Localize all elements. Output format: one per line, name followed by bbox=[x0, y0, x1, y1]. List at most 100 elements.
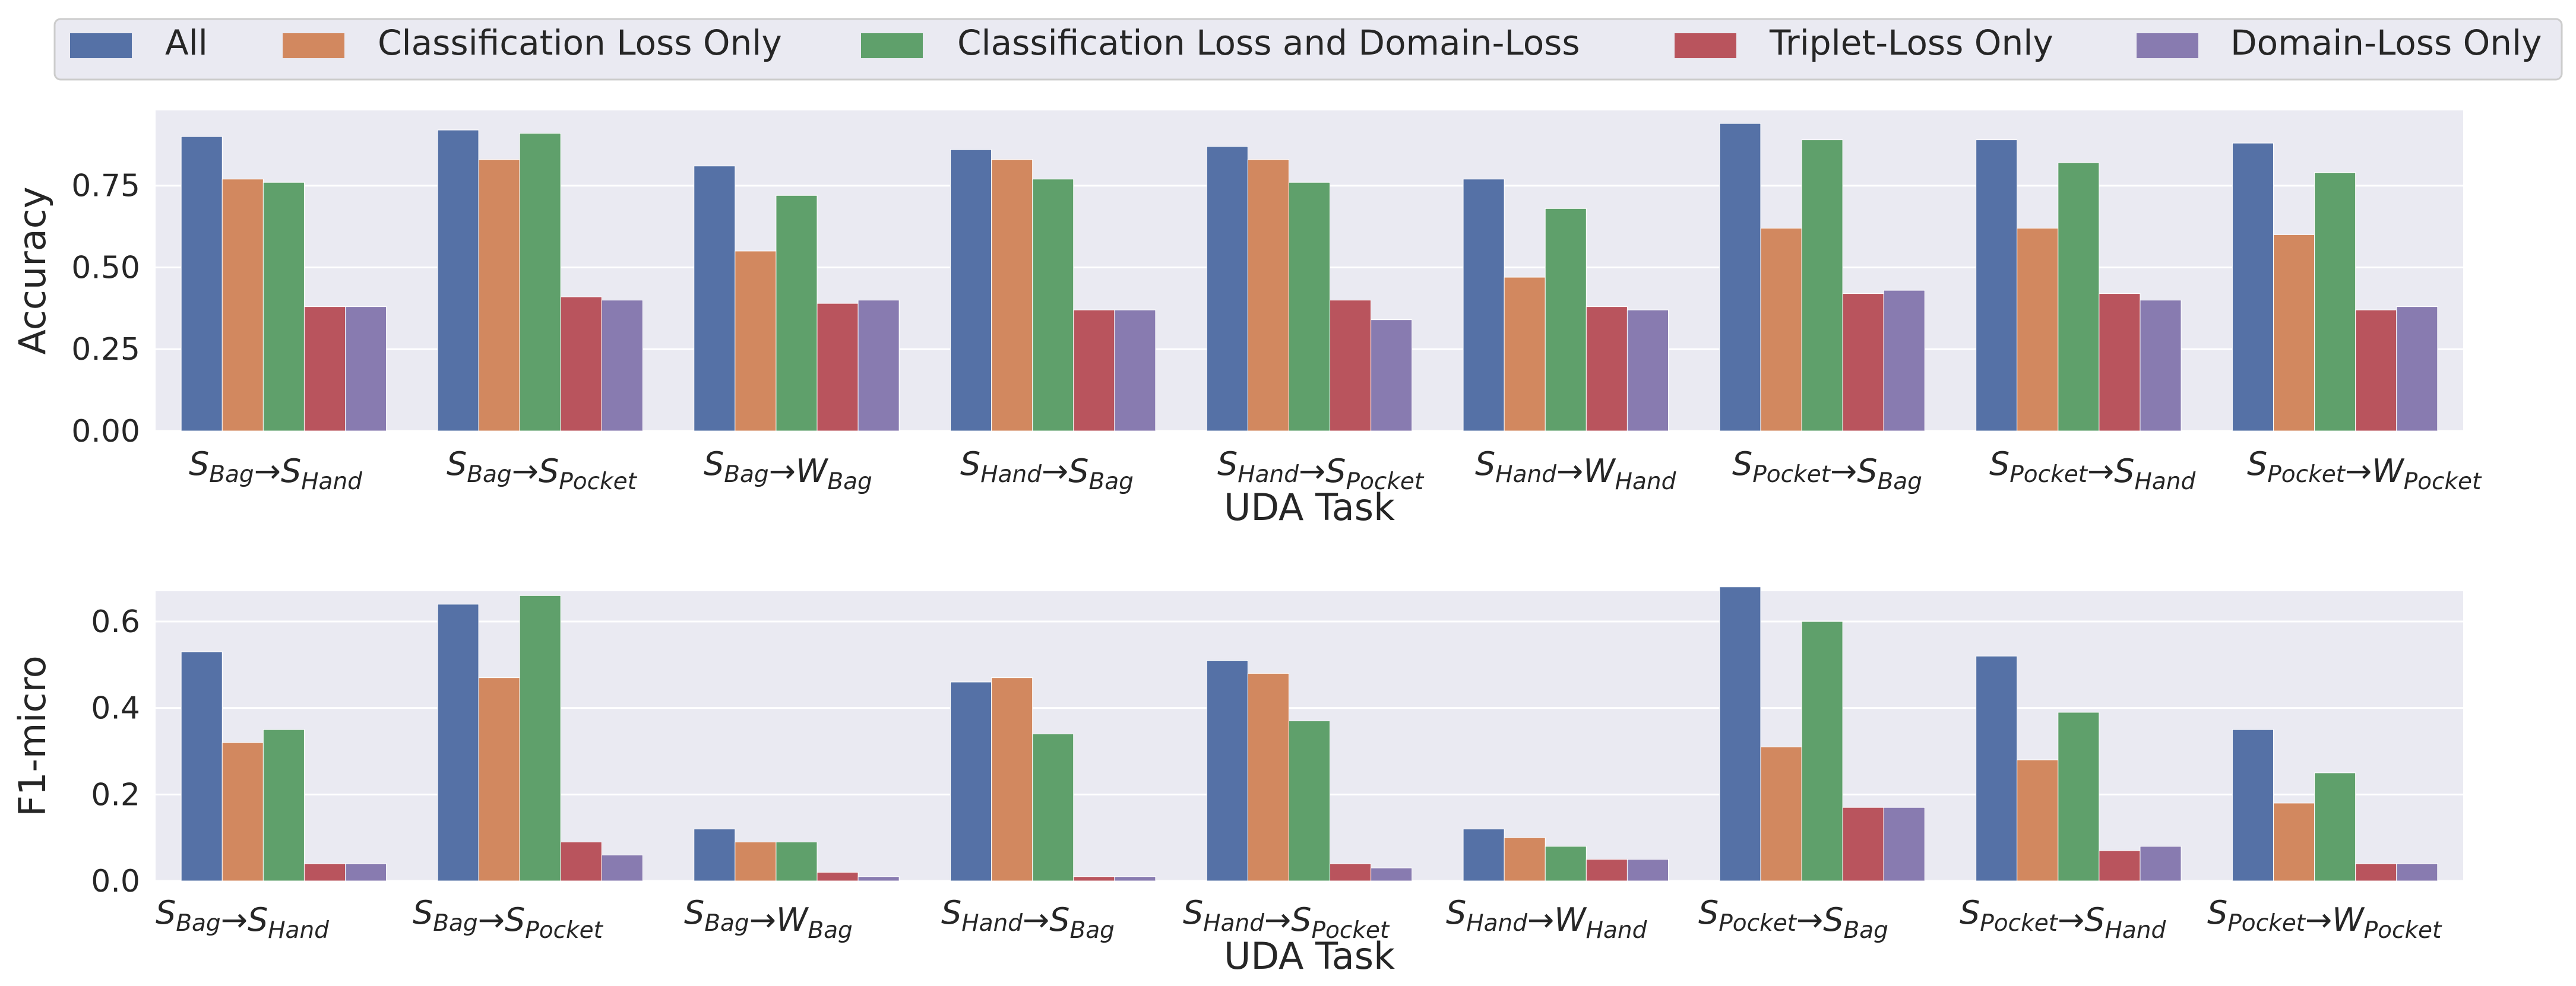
bar-domain-loss-only-2 bbox=[601, 300, 643, 432]
y-tick-label: 0.75 bbox=[71, 169, 140, 204]
legend-frame bbox=[53, 18, 2563, 81]
bar-triplet-loss-only-6 bbox=[1586, 859, 1628, 882]
bar-triplet-loss-only-6 bbox=[1586, 306, 1628, 432]
bar-classification-loss-only-6 bbox=[1504, 277, 1546, 432]
bar-triplet-loss-only-3 bbox=[817, 303, 859, 432]
bar-domain-loss-only-8 bbox=[2140, 300, 2182, 432]
bar-domain-loss-only-6 bbox=[1626, 309, 1669, 432]
bar-all-5 bbox=[1206, 146, 1248, 432]
bar-classification-loss-only-8 bbox=[2017, 759, 2059, 882]
x-tick-label: SHand→SBag bbox=[941, 894, 1115, 944]
bar-classification-loss-and-domain-loss-5 bbox=[1288, 182, 1331, 432]
bar-all-1 bbox=[181, 136, 223, 432]
bar-classification-loss-only-5 bbox=[1247, 673, 1289, 882]
bar-classification-loss-only-3 bbox=[735, 251, 777, 432]
bar-triplet-loss-only-1 bbox=[303, 863, 346, 882]
x-tick-label: SBag→SHand bbox=[156, 894, 329, 944]
x-axis-label: UDA Task bbox=[1224, 486, 1395, 529]
x-tick-label: SHand→SPocket bbox=[1217, 445, 1425, 495]
bar-domain-loss-only-8 bbox=[2140, 846, 2182, 882]
x-tick-label: SHand→SPocket bbox=[1183, 894, 1390, 944]
bar-all-6 bbox=[1463, 829, 1505, 882]
bar-domain-loss-only-4 bbox=[1114, 876, 1156, 882]
bar-all-9 bbox=[2232, 729, 2274, 882]
x-tick-label: SPocket→SHand bbox=[1960, 894, 2166, 944]
bar-classification-loss-only-7 bbox=[1760, 746, 1802, 882]
bar-classification-loss-only-1 bbox=[221, 179, 264, 432]
bar-classification-loss-and-domain-loss-2 bbox=[519, 595, 561, 882]
legend-label-classification-loss-only: Classification Loss Only bbox=[378, 23, 782, 63]
bar-all-2 bbox=[437, 129, 479, 432]
bar-all-4 bbox=[950, 149, 992, 432]
legend: All Classification Loss Only Classificatio… bbox=[53, 18, 2563, 81]
bar-triplet-loss-only-1 bbox=[303, 306, 346, 432]
bar-classification-loss-and-domain-loss-6 bbox=[1545, 208, 1587, 432]
bar-triplet-loss-only-8 bbox=[2099, 293, 2141, 432]
x-axis-label: UDA Task bbox=[1224, 934, 1395, 978]
x-tick-label: SHand→WHand bbox=[1446, 894, 1647, 944]
x-tick-label: SHand→WHand bbox=[1475, 445, 1676, 495]
bar-classification-loss-and-domain-loss-1 bbox=[262, 729, 305, 882]
legend-swatch-classification-loss-only bbox=[283, 33, 344, 58]
bar-classification-loss-and-domain-loss-2 bbox=[519, 133, 561, 432]
bar-domain-loss-only-1 bbox=[345, 306, 387, 432]
y-tick-label: 0.4 bbox=[91, 691, 140, 727]
legend-label-all: All bbox=[165, 23, 208, 63]
bar-classification-loss-and-domain-loss-9 bbox=[2314, 172, 2356, 432]
bar-all-4 bbox=[950, 681, 992, 882]
bar-triplet-loss-only-8 bbox=[2099, 850, 2141, 882]
bar-domain-loss-only-7 bbox=[1883, 807, 1925, 882]
bar-triplet-loss-only-5 bbox=[1330, 863, 1372, 882]
bar-all-2 bbox=[437, 604, 479, 882]
x-tick-label: SBag→WBag bbox=[704, 445, 872, 495]
x-tick-label: SBag→SHand bbox=[189, 445, 362, 495]
y-tick-label: 0.00 bbox=[71, 414, 140, 449]
bar-classification-loss-only-1 bbox=[221, 742, 264, 882]
bar-domain-loss-only-5 bbox=[1371, 319, 1413, 432]
bar-all-7 bbox=[1719, 123, 1761, 432]
bar-domain-loss-only-2 bbox=[601, 854, 643, 882]
bar-classification-loss-and-domain-loss-5 bbox=[1288, 721, 1331, 882]
bar-domain-loss-only-3 bbox=[857, 300, 900, 432]
bar-classification-loss-and-domain-loss-7 bbox=[1801, 140, 1843, 432]
bar-all-3 bbox=[694, 829, 736, 882]
bar-classification-loss-and-domain-loss-4 bbox=[1032, 733, 1074, 882]
bar-classification-loss-only-4 bbox=[991, 159, 1033, 432]
x-tick-label: SHand→SBag bbox=[960, 445, 1134, 495]
bar-classification-loss-only-2 bbox=[478, 677, 520, 882]
legend-label-domain-loss-only: Domain-Loss Only bbox=[2230, 23, 2542, 63]
bar-domain-loss-only-7 bbox=[1883, 290, 1925, 432]
legend-swatch-classification-loss-and-domain-loss bbox=[861, 33, 923, 58]
bar-triplet-loss-only-9 bbox=[2355, 863, 2397, 882]
bar-classification-loss-and-domain-loss-8 bbox=[2058, 712, 2100, 882]
bar-classification-loss-and-domain-loss-7 bbox=[1801, 621, 1843, 882]
y-tick-label: 0.50 bbox=[71, 250, 140, 286]
bar-all-3 bbox=[694, 166, 736, 432]
bar-all-5 bbox=[1206, 660, 1248, 882]
x-tick-label: SBag→WBag bbox=[684, 894, 853, 944]
x-tick-label: SPocket→SBag bbox=[1698, 894, 1888, 944]
y-tick-label: 0.6 bbox=[91, 604, 140, 640]
bar-triplet-loss-only-4 bbox=[1073, 876, 1115, 882]
bar-classification-loss-only-7 bbox=[1760, 227, 1802, 432]
bar-classification-loss-and-domain-loss-3 bbox=[776, 841, 818, 882]
legend-label-classification-loss-and-domain-loss: Classification Loss and Domain-Loss bbox=[957, 23, 1580, 63]
bar-triplet-loss-only-4 bbox=[1073, 309, 1115, 432]
bar-all-8 bbox=[1976, 140, 2018, 432]
bar-all-7 bbox=[1719, 586, 1761, 882]
bar-all-6 bbox=[1463, 179, 1505, 432]
bar-classification-loss-only-9 bbox=[2273, 803, 2315, 882]
f1-micro-chart: 0.0 0.2 0.4 0.6 SBag→SHand SBag→SPocket SBag→W… bbox=[11, 586, 2463, 978]
bar-domain-loss-only-1 bbox=[345, 863, 387, 882]
legend-swatch-domain-loss-only bbox=[2137, 33, 2198, 58]
bar-domain-loss-only-4 bbox=[1114, 309, 1156, 432]
bar-classification-loss-and-domain-loss-3 bbox=[776, 195, 818, 432]
bar-domain-loss-only-9 bbox=[2396, 863, 2438, 882]
bar-classification-loss-only-9 bbox=[2273, 234, 2315, 432]
x-tick-label: SBag→SPocket bbox=[413, 894, 604, 944]
bar-classification-loss-only-8 bbox=[2017, 227, 2059, 432]
bar-classification-loss-only-3 bbox=[735, 841, 777, 882]
bar-triplet-loss-only-7 bbox=[1842, 293, 1884, 432]
bar-classification-loss-and-domain-loss-8 bbox=[2058, 162, 2100, 432]
